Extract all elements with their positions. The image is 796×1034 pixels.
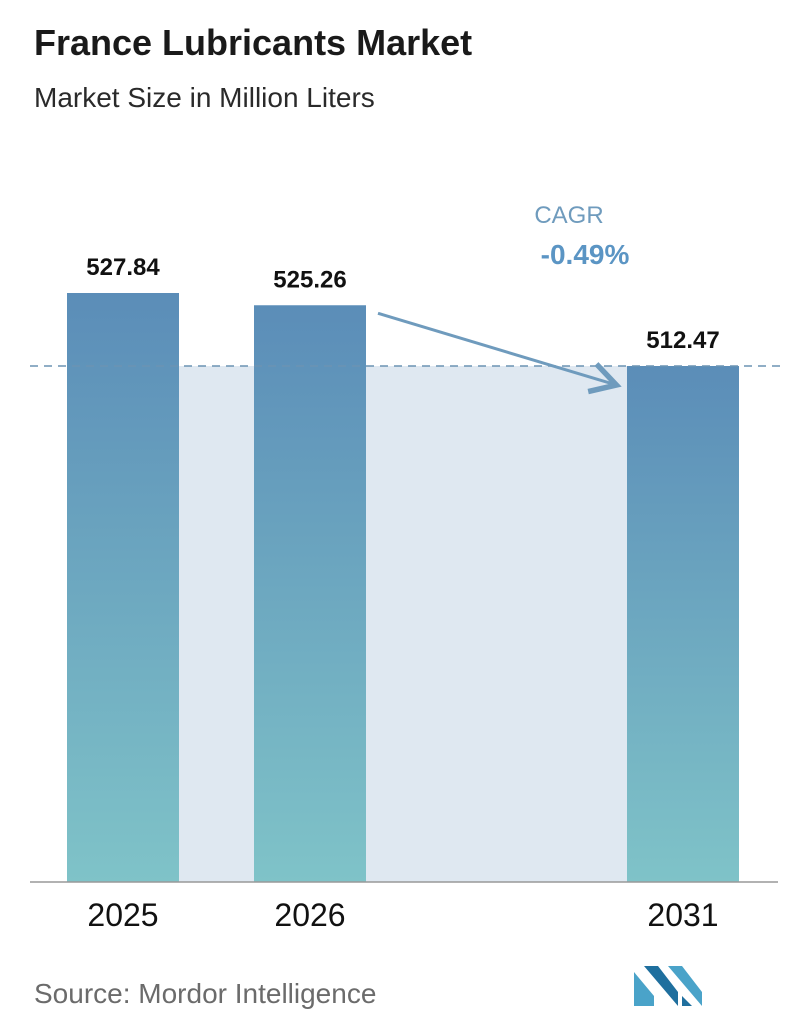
bar-2025: [67, 293, 179, 882]
source-note: Source: Mordor Intelligence: [34, 978, 377, 1009]
value-label-2026: 525.26: [273, 266, 346, 293]
bar-chart: 527.84 525.26 512.47 2025 2026 2031 CAGR -0.49%: [30, 202, 780, 933]
x-tick-label-2026: 2026: [274, 897, 345, 933]
bar-2026: [254, 305, 366, 882]
bar-2031: [627, 366, 739, 882]
x-tick-label-2025: 2025: [87, 897, 158, 933]
chart-title: France Lubricants Market: [34, 22, 473, 63]
cagr-value: -0.49%: [541, 239, 630, 270]
value-label-2025: 527.84: [86, 254, 160, 281]
chart-subtitle: Market Size in Million Liters: [34, 82, 375, 113]
cagr-arrow: [377, 311, 622, 395]
cagr-label: CAGR: [534, 202, 603, 229]
x-tick-label-2031: 2031: [647, 897, 718, 933]
value-label-2031: 512.47: [646, 327, 719, 354]
mordor-intelligence-logo: [634, 966, 702, 1006]
